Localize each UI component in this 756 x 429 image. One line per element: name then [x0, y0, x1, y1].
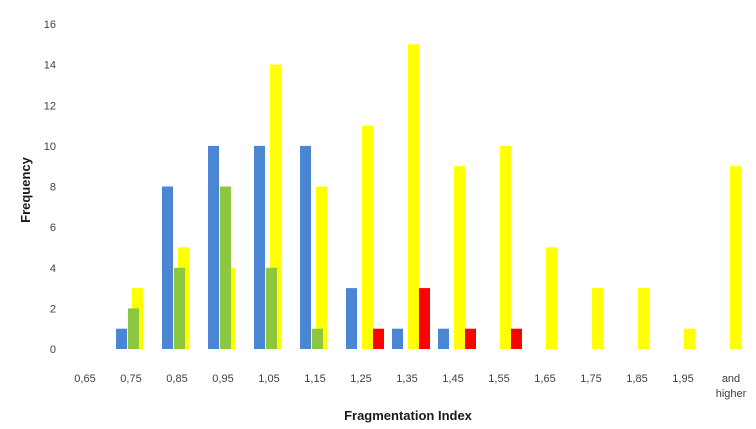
- bar: [162, 186, 173, 349]
- x-tick-label: 0,75: [120, 373, 141, 385]
- bar: [300, 145, 311, 349]
- x-tick-label: 1,95: [672, 373, 693, 385]
- x-tick-label: 1,55: [488, 373, 509, 385]
- bars: [116, 44, 741, 350]
- bar: [270, 64, 281, 349]
- bar: [220, 186, 231, 349]
- bar: [346, 288, 357, 349]
- x-tick-label: 1,05: [258, 373, 279, 385]
- bar: [116, 328, 127, 349]
- y-tick-label: 2: [50, 303, 56, 315]
- x-tick-label: 1,15: [304, 373, 325, 385]
- x-tick-label: 0,65: [74, 373, 95, 385]
- bar: [684, 328, 695, 349]
- bar: [511, 328, 522, 349]
- x-tick-label: 1,75: [580, 373, 601, 385]
- x-tick-label: 0,85: [166, 373, 187, 385]
- x-axis-ticks: 0,65 0,75 0,85 0,95 1,05 1,15 1,25 1,35 1,45 1,55…: [74, 373, 746, 400]
- bar: [546, 247, 557, 349]
- bar: [438, 328, 449, 349]
- x-tick-label: and higher: [716, 373, 747, 400]
- bar: [730, 166, 741, 349]
- y-tick-label: 6: [50, 222, 56, 234]
- x-tick-label: 1,35: [396, 373, 417, 385]
- y-tick-label: 4: [50, 263, 56, 275]
- y-tick-label: 8: [50, 182, 56, 194]
- bar: [312, 328, 323, 349]
- bar: [592, 288, 603, 349]
- bar: [174, 267, 185, 350]
- bar: [419, 288, 430, 349]
- y-axis-ticks: 0 2 4 6 8 10 12 14 16: [44, 19, 56, 356]
- bar: [128, 308, 139, 349]
- bar: [266, 267, 277, 350]
- bar: [373, 328, 384, 349]
- y-tick-label: 12: [44, 100, 56, 112]
- x-axis-title: Fragmentation Index: [344, 408, 473, 423]
- x-tick-label: 1,85: [626, 373, 647, 385]
- bar: [254, 145, 265, 349]
- x-tick-label: 0,95: [212, 373, 233, 385]
- y-tick-label: 10: [44, 141, 56, 153]
- x-tick-label: 1,25: [350, 373, 371, 385]
- bar: [454, 166, 465, 349]
- bar: [316, 186, 327, 349]
- y-tick-label: 14: [44, 60, 56, 72]
- bar: [362, 125, 373, 349]
- bar: [408, 44, 419, 350]
- bar: [465, 328, 476, 349]
- y-tick-label: 0: [50, 344, 56, 356]
- y-tick-label: 16: [44, 19, 56, 31]
- bar: [392, 328, 403, 349]
- y-axis-title: Frequency: [18, 156, 33, 223]
- x-tick-label: 1,45: [442, 373, 463, 385]
- bar: [638, 288, 649, 349]
- x-tick-label: 1,65: [534, 373, 555, 385]
- bar: [500, 145, 511, 349]
- bar: [208, 145, 219, 349]
